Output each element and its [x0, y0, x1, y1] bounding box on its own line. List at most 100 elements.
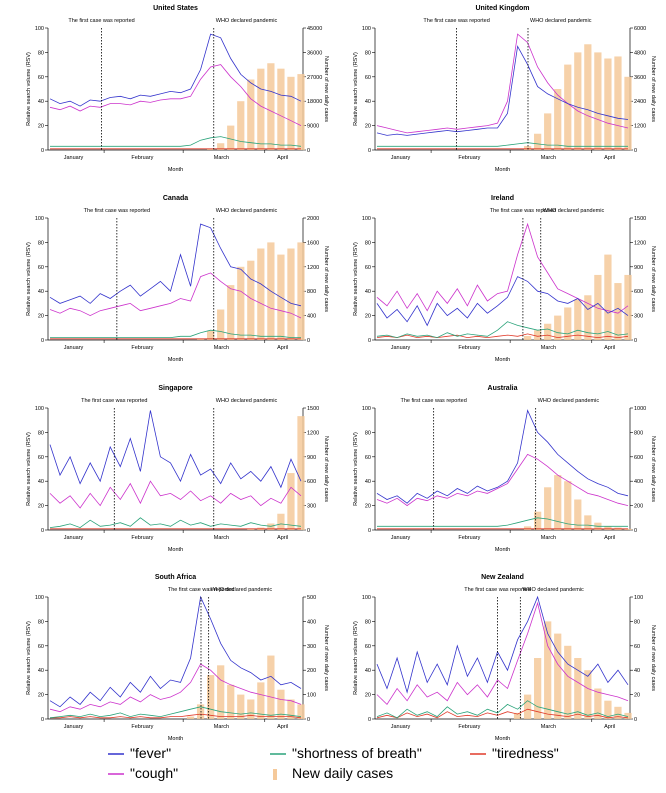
legend-label: "tiredness": [492, 745, 559, 761]
case-bar: [534, 133, 542, 150]
chart-title: United States: [153, 5, 198, 12]
y2-axis-label: Number of new daily cases: [650, 246, 656, 312]
case-bar: [534, 658, 542, 719]
case-bar: [624, 76, 632, 150]
month-label: February: [131, 535, 153, 541]
case-bar: [604, 526, 612, 530]
chart-title: United Kingdom: [475, 5, 529, 12]
y-tick-label: 0: [41, 148, 44, 154]
legend-label: "fever": [130, 745, 171, 761]
x-axis-label: Month: [168, 547, 183, 553]
tiredness-line: [376, 708, 629, 719]
y-tick-label: 100: [362, 26, 371, 32]
y2-tick-label: 1000: [634, 406, 646, 412]
case-bar: [614, 706, 622, 719]
case-bar: [624, 274, 632, 340]
case-bar: [584, 295, 592, 340]
chart-panel: Ireland 0 20 40 60 80 100 0 300 600 900 1200 1500 Rel…: [353, 195, 656, 363]
y-tick-label: 0: [368, 528, 371, 534]
shortness-of-breath-line: [377, 142, 628, 147]
y-tick-label: 20: [365, 693, 371, 699]
month-label: January: [391, 535, 411, 541]
case-bar: [227, 684, 235, 719]
y2-tick-label: 900: [634, 265, 643, 271]
y-tick-label: 80: [365, 50, 371, 56]
month-label: April: [277, 155, 288, 161]
y2-tick-label: 0: [307, 528, 310, 534]
month-label: February: [458, 345, 480, 351]
y2-tick-label: 1200: [307, 265, 319, 271]
chart-title: Australia: [488, 385, 518, 392]
legend-label: "shortness of breath": [292, 745, 422, 761]
chart-panel: South Africa 0 20 40 60 80 100 0 100 200 300 400 500…: [26, 574, 329, 742]
case-bar: [574, 52, 582, 150]
y2-tick-label: 200: [634, 504, 643, 510]
y-tick-label: 60: [38, 644, 44, 650]
y2-tick-label: 600: [634, 289, 643, 295]
y-axis-label: Relative search volume (RSV): [353, 52, 359, 126]
fever-line: [376, 595, 629, 694]
case-bar: [237, 101, 245, 150]
who-pandemic-label: WHO declared pandemic: [216, 208, 278, 214]
case-bar: [513, 712, 522, 719]
who-pandemic-label: WHO declared pandemic: [216, 18, 278, 24]
y2-tick-label: 0: [634, 528, 637, 534]
case-bar: [594, 688, 602, 719]
case-bar: [227, 285, 235, 340]
x-axis-label: Month: [168, 167, 183, 173]
legend-label: "cough": [130, 765, 178, 781]
fever-line: [376, 45, 629, 136]
who-pandemic-label: WHO declared pandemic: [530, 18, 592, 24]
case-bar: [594, 52, 602, 150]
case-bar: [207, 675, 215, 719]
month-label: January: [64, 345, 84, 351]
cough-line: [376, 601, 629, 706]
month-label: January: [391, 345, 411, 351]
month-label: April: [604, 345, 615, 351]
y2-tick-label: 200: [307, 668, 316, 674]
y2-tick-label: 2000: [307, 216, 319, 222]
month-label: February: [131, 345, 153, 351]
y2-tick-label: 300: [307, 504, 316, 510]
case-bar: [523, 526, 532, 530]
case-bar: [267, 523, 275, 530]
case-bar: [554, 315, 562, 340]
month-label: February: [131, 155, 153, 161]
y2-tick-label: 4800: [634, 50, 646, 56]
y-tick-label: 100: [362, 595, 371, 601]
case-bar: [257, 248, 265, 340]
y-tick-label: 40: [365, 289, 371, 295]
y-tick-label: 40: [365, 668, 371, 674]
case-bar: [287, 473, 295, 530]
case-bar: [247, 260, 255, 340]
y-tick-label: 20: [38, 693, 44, 699]
first-case-label: The first case was reported: [81, 398, 147, 404]
y-tick-label: 80: [38, 240, 44, 246]
case-bar: [624, 712, 632, 719]
case-bar: [564, 645, 572, 719]
y-axis-label: Relative search volume (RSV): [353, 621, 359, 695]
case-bar: [196, 338, 205, 340]
case-bar: [554, 475, 562, 530]
fever-line: [376, 276, 629, 327]
first-case-label: The first case was reported: [400, 398, 466, 404]
y2-axis-label: Number of new daily cases: [323, 56, 329, 122]
y-tick-label: 40: [38, 668, 44, 674]
y2-tick-label: 1200: [307, 430, 319, 436]
chart-panel: New Zealand 0 20 40 60 80 100 0 20 40 60 80 100 Relat…: [353, 574, 656, 742]
cough-line: [49, 663, 302, 713]
chart-title: Ireland: [491, 195, 514, 202]
who-pandemic-label: WHO declared pandemic: [522, 587, 584, 593]
case-bar: [604, 58, 612, 150]
legend-swatch-bar: [273, 769, 277, 780]
first-case-label: The first case was reported: [68, 18, 134, 24]
case-bar: [554, 89, 562, 150]
shortness-of-breath-line: [376, 321, 629, 339]
case-bar: [544, 323, 552, 340]
month-label: January: [64, 155, 84, 161]
y-tick-label: 40: [38, 479, 44, 485]
month-label: April: [604, 535, 615, 541]
x-axis-label: Month: [495, 357, 510, 363]
case-bar: [207, 330, 215, 340]
